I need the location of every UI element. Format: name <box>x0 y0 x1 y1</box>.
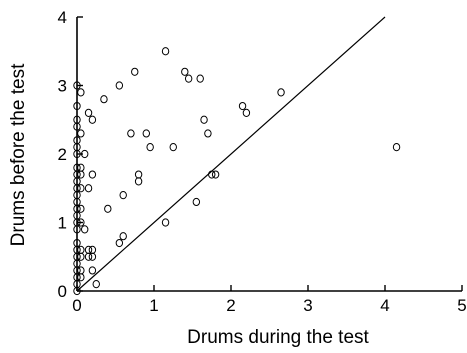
data-point <box>196 74 204 83</box>
data-point <box>115 81 124 90</box>
data-point <box>134 177 143 186</box>
data-point <box>88 170 97 179</box>
data-point <box>77 266 85 275</box>
data-point <box>77 245 85 254</box>
data-point <box>238 101 247 111</box>
data-point <box>200 115 208 124</box>
data-point <box>211 170 220 179</box>
data-point <box>77 129 85 138</box>
data-point <box>88 252 97 261</box>
data-point <box>104 204 112 213</box>
data-point <box>146 143 154 152</box>
y-tick-label: 1 <box>58 214 67 233</box>
data-point <box>277 88 285 97</box>
data-point <box>184 74 193 83</box>
data-point <box>88 245 97 254</box>
data-point <box>88 115 97 124</box>
x-tick-label: 2 <box>226 296 235 315</box>
reference-line-layer <box>76 16 386 292</box>
data-point <box>131 67 139 76</box>
data-point <box>77 273 85 282</box>
x-tick-label: 0 <box>72 296 81 315</box>
x-axis-label: Drums during the test <box>187 327 369 348</box>
data-point <box>208 170 216 179</box>
data-point <box>77 88 85 97</box>
data-point <box>204 129 212 138</box>
data-point <box>392 143 401 152</box>
identity-reference-line <box>76 16 386 292</box>
data-point <box>127 129 135 138</box>
data-point <box>84 252 93 261</box>
x-tick-label: 5 <box>457 296 466 315</box>
data-point <box>169 143 177 152</box>
y-tick-label: 2 <box>58 145 67 164</box>
points-layer <box>73 47 401 296</box>
data-point <box>100 95 108 104</box>
data-point <box>115 238 124 248</box>
data-point <box>92 280 100 289</box>
y-tick-label: 3 <box>58 77 67 96</box>
data-point <box>77 184 85 193</box>
data-point <box>161 47 170 56</box>
y-axis-label: Drums before the test <box>8 63 29 246</box>
y-tick-label: 4 <box>58 8 67 27</box>
data-point <box>84 184 93 193</box>
data-point <box>134 170 143 179</box>
data-point <box>84 245 93 254</box>
data-point <box>119 232 127 241</box>
data-point <box>192 197 201 207</box>
data-point <box>77 170 85 179</box>
x-tick-label: 3 <box>303 296 312 315</box>
y-tick-label: 0 <box>58 282 67 301</box>
data-point <box>161 218 170 227</box>
data-point <box>77 163 85 172</box>
data-point <box>242 108 251 118</box>
x-tick-label: 4 <box>380 296 389 315</box>
data-point <box>142 129 151 138</box>
data-point <box>119 191 127 200</box>
data-point <box>88 266 97 275</box>
data-point <box>77 252 85 261</box>
data-point <box>81 225 89 234</box>
x-ticks: 0 1 2 3 4 5 <box>72 285 467 315</box>
x-tick-label: 1 <box>149 296 158 315</box>
axes-layer <box>76 17 462 292</box>
y-ticks: 0 1 2 3 4 <box>58 8 83 301</box>
data-point <box>77 204 85 213</box>
data-point <box>84 108 93 118</box>
data-point <box>181 67 189 76</box>
